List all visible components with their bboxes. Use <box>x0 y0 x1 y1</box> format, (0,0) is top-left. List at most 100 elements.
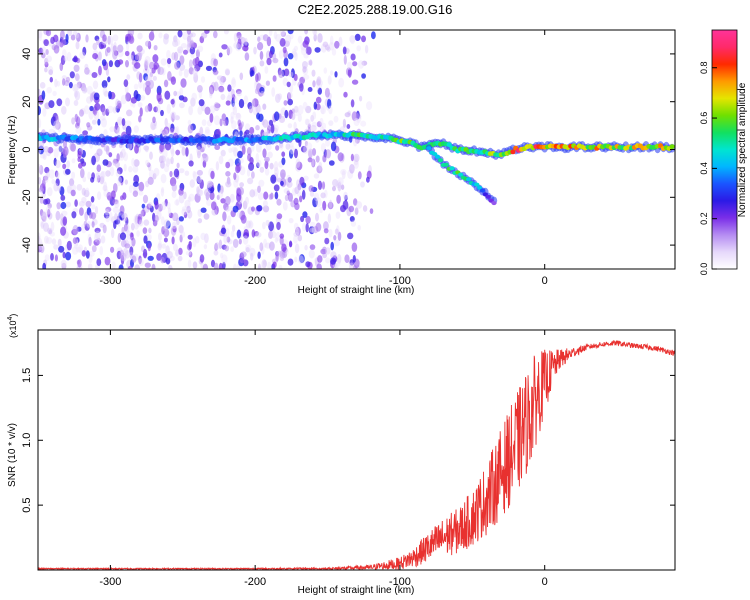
noise-cell <box>125 91 130 102</box>
noise-cell <box>114 213 120 221</box>
noise-cell <box>182 96 188 103</box>
noise-cell <box>160 256 165 264</box>
noise-cell <box>268 50 273 59</box>
noise-cell <box>350 220 357 227</box>
noise-cell <box>232 205 239 213</box>
snr-x-axis-label: Height of straight line (km) <box>298 585 415 596</box>
y-tick-label: 20 <box>21 96 33 108</box>
noise-cell <box>230 246 235 252</box>
noise-cell <box>55 171 60 180</box>
noise-cell <box>51 238 57 245</box>
noise-cell <box>107 105 114 114</box>
noise-cell <box>138 255 142 265</box>
noise-cell <box>235 112 242 121</box>
noise-cell <box>237 150 243 159</box>
noise-cell <box>73 83 80 91</box>
noise-cell <box>188 67 194 75</box>
noise-cell <box>294 109 300 117</box>
noise-cell <box>307 123 311 129</box>
noise-cell <box>320 248 327 255</box>
noise-cell <box>38 105 41 116</box>
x-tick-label: -100 <box>389 275 411 287</box>
noise-cell <box>240 121 245 128</box>
noise-cell <box>75 246 82 253</box>
noise-cell <box>82 130 88 136</box>
noise-cell <box>170 127 175 134</box>
noise-cell <box>275 145 280 151</box>
x-tick-label: 0 <box>542 576 548 588</box>
noise-cell <box>312 80 316 88</box>
noise-cell <box>179 63 186 71</box>
noise-cell <box>70 34 76 41</box>
noise-cell <box>330 251 337 259</box>
noise-cell <box>310 124 317 132</box>
noise-cell <box>316 76 322 86</box>
noise-cell <box>172 39 179 48</box>
noise-cell <box>98 65 102 76</box>
noise-cell <box>50 253 54 261</box>
noise-cell <box>76 184 83 191</box>
noise-cell <box>88 236 92 247</box>
noise-cell <box>309 59 313 66</box>
noise-cell <box>45 198 51 205</box>
noise-cell <box>153 106 159 113</box>
noise-cell <box>214 144 221 150</box>
noise-cell <box>202 153 209 163</box>
noise-cell <box>109 126 115 132</box>
noise-cell <box>72 246 79 255</box>
x-tick-label: -300 <box>99 275 121 287</box>
noise-cell <box>105 145 110 155</box>
noise-cell <box>285 143 291 150</box>
noise-cell <box>313 173 320 179</box>
noise-cell <box>233 147 239 157</box>
noise-cell <box>40 220 45 228</box>
noise-cell <box>130 97 137 104</box>
noise-cell <box>38 30 43 39</box>
noise-cell <box>38 139 45 150</box>
noise-cell <box>105 215 110 223</box>
snr-x-ticks: -300 -200 -100 0 <box>99 330 548 588</box>
noise-cell <box>267 151 273 159</box>
noise-cell <box>192 237 197 248</box>
noise-cell <box>267 125 271 134</box>
noise-cell <box>184 170 190 176</box>
noise-cell <box>59 186 65 196</box>
noise-cell <box>113 124 120 134</box>
noise-cell <box>91 221 95 228</box>
noise-cell <box>151 124 158 130</box>
colorbar-tick-label: 0.0 <box>699 263 709 276</box>
noise-cell <box>178 187 184 196</box>
noise-cell <box>126 41 130 52</box>
noise-cell <box>245 247 250 253</box>
noise-cell <box>308 185 314 193</box>
noise-cell <box>91 245 97 253</box>
noise-cell <box>305 261 311 268</box>
noise-cell <box>53 120 60 130</box>
noise-cell <box>281 157 286 166</box>
noise-cell <box>204 188 211 197</box>
noise-cell <box>168 264 173 269</box>
noise-cell <box>252 106 258 116</box>
noise-cell <box>114 212 118 220</box>
noise-cell <box>218 190 224 199</box>
noise-cell <box>179 102 185 109</box>
noise-cell <box>43 146 49 153</box>
noise-cell <box>209 84 215 95</box>
noise-cell <box>329 199 333 209</box>
noise-cell <box>204 233 209 244</box>
noise-cell <box>360 181 365 188</box>
noise-cell <box>60 226 67 236</box>
noise-cell <box>257 185 261 193</box>
noise-cell <box>251 171 255 179</box>
noise-cell <box>242 45 249 52</box>
noise-cell <box>196 189 204 197</box>
noise-cell <box>38 245 43 253</box>
noise-cell <box>348 205 355 213</box>
noise-cell <box>158 240 163 249</box>
noise-cell <box>357 171 362 180</box>
noise-cell <box>106 46 111 53</box>
noise-cell <box>293 121 297 130</box>
noise-cell <box>97 118 101 126</box>
noise-cell <box>137 216 142 225</box>
spectrogram-y-ticks: -40 -20 0 20 40 <box>21 48 675 253</box>
